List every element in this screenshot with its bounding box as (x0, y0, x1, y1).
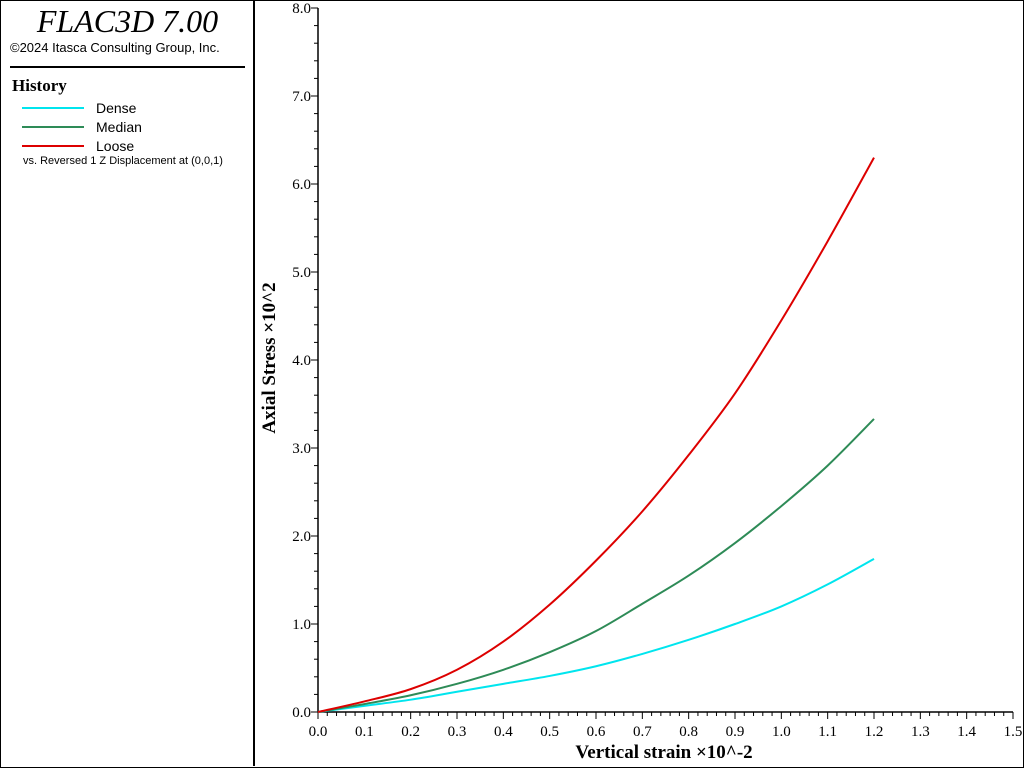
y-tick-label: 8.0 (292, 1, 311, 17)
x-axis-label: Vertical strain ×10^-2 (575, 742, 752, 763)
legend-swatch-loose (22, 144, 84, 147)
x-tick-label: 1.3 (911, 724, 930, 740)
y-tick-label: 1.0 (292, 617, 311, 633)
legend-label-median: Median (96, 118, 142, 135)
y-tick-label: 4.0 (292, 353, 311, 369)
series-line-loose (317, 157, 875, 713)
legend-item-median: Median (22, 117, 142, 136)
legend: Dense Median Loose (22, 98, 142, 155)
y-axis-label: Axial Stress ×10^2 (259, 282, 280, 433)
x-tick-label: 0.1 (355, 724, 374, 740)
x-tick-label: 0.9 (726, 724, 745, 740)
y-tick-label: 3.0 (292, 441, 311, 457)
legend-item-dense: Dense (22, 98, 142, 117)
x-tick-label: 0.7 (633, 724, 652, 740)
history-vs-note: vs. Reversed 1 Z Displacement at (0,0,1) (23, 155, 223, 167)
x-tick-label: 0.6 (587, 724, 606, 740)
x-tick-label: 1.0 (772, 724, 791, 740)
x-tick-label: 0.5 (540, 724, 559, 740)
legend-swatch-dense (22, 106, 84, 109)
x-tick-label: 1.5 (1004, 724, 1023, 740)
x-tick-label: 0.2 (401, 724, 420, 740)
legend-label-loose: Loose (96, 137, 135, 154)
x-tick-label: 0.3 (448, 724, 467, 740)
legend-label-dense: Dense (96, 99, 137, 116)
history-title: History (12, 76, 67, 95)
x-tick-label: 0.8 (679, 724, 698, 740)
series-line-dense (317, 558, 875, 713)
x-tick-label: 0.0 (309, 724, 328, 740)
y-tick-label: 5.0 (292, 265, 311, 281)
side-panel: FLAC3D 7.00 ©2024 Itasca Consulting Grou… (0, 0, 255, 766)
series-line-median (317, 418, 875, 713)
copyright-text: ©2024 Itasca Consulting Group, Inc. (10, 40, 220, 55)
x-tick-label: 1.4 (957, 724, 976, 740)
x-tick-label: 1.2 (865, 724, 884, 740)
app-title: FLAC3D 7.00 (36, 3, 219, 39)
y-tick-label: 7.0 (292, 89, 311, 105)
y-tick-label: 0.0 (292, 705, 311, 721)
y-tick-label: 2.0 (292, 529, 311, 545)
y-tick-label: 6.0 (292, 177, 311, 193)
x-tick-label: 1.1 (818, 724, 837, 740)
separator (10, 66, 245, 68)
legend-item-loose: Loose (22, 136, 142, 155)
x-tick-label: 0.4 (494, 724, 513, 740)
legend-swatch-median (22, 125, 84, 128)
